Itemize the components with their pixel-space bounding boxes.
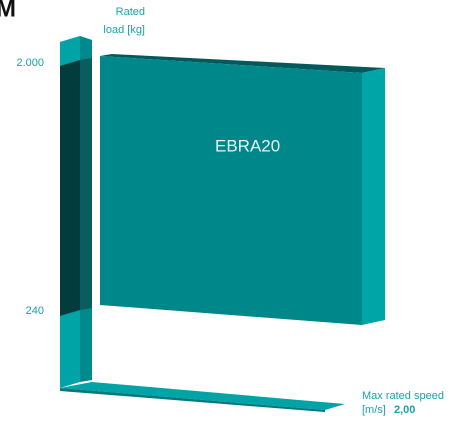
x-axis-unit: [m/s] bbox=[362, 404, 386, 416]
title: M bbox=[0, 0, 16, 22]
box-side bbox=[362, 68, 385, 325]
x-axis-label: Max rated speed bbox=[362, 390, 444, 402]
range-band-side bbox=[80, 58, 92, 310]
y-axis-label: load [kg] bbox=[103, 24, 145, 36]
y-tick-label: 2.000 bbox=[16, 57, 44, 69]
box-front bbox=[100, 56, 362, 325]
floor-axis-edge bbox=[60, 388, 325, 412]
box-label: EBRA20 bbox=[215, 136, 280, 155]
x-axis-value: 2,00 bbox=[394, 404, 415, 416]
y-tick-label: 240 bbox=[26, 305, 44, 317]
y-axis-label: Rated bbox=[116, 6, 145, 18]
box-top bbox=[100, 54, 385, 73]
range-band bbox=[60, 60, 80, 316]
floor-axis bbox=[60, 382, 345, 410]
